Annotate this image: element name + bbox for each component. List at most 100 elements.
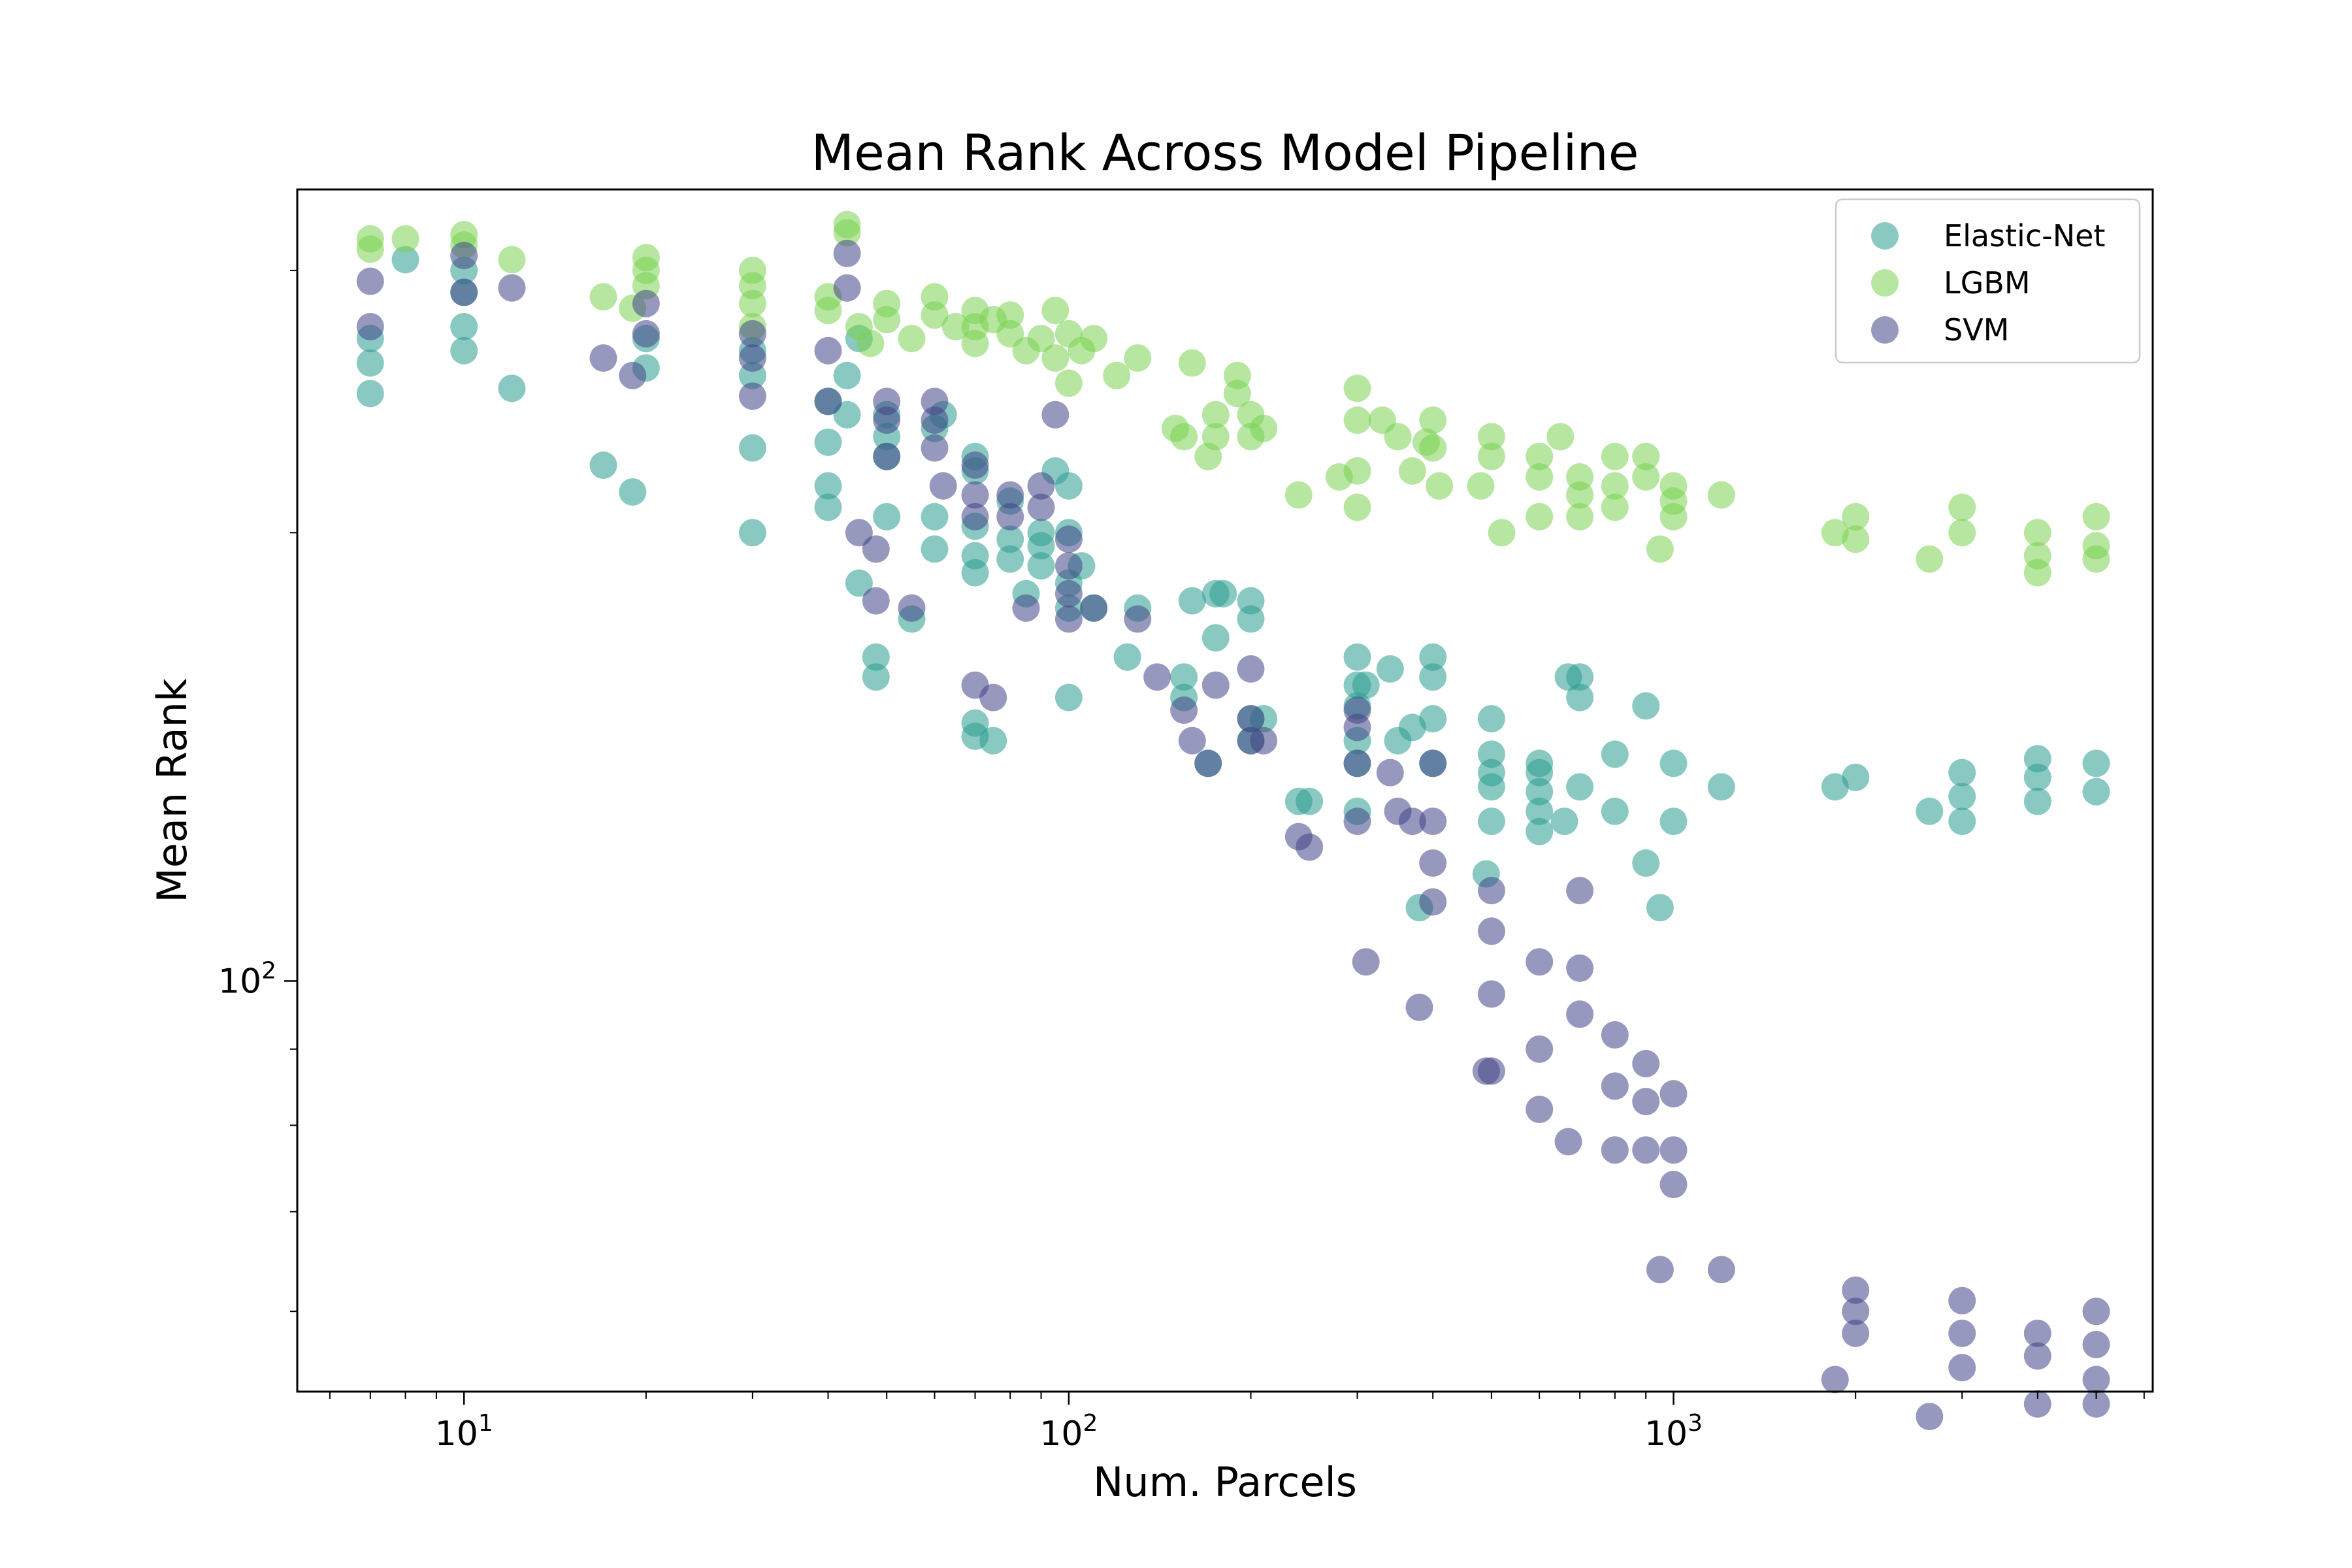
point-lgbm-13: [738, 289, 766, 318]
point-lgbm-45: [1178, 349, 1206, 377]
point-svm-52: [1250, 727, 1278, 755]
point-svm-96: [1948, 1286, 1976, 1315]
point-elastic-net-30: [873, 502, 901, 531]
point-svm-81: [1601, 1072, 1629, 1100]
point-elastic-net-100: [1526, 817, 1554, 845]
point-svm-32: [996, 481, 1024, 509]
point-lgbm-96: [2023, 559, 2051, 587]
point-elastic-net-106: [1601, 740, 1629, 768]
point-svm-0: [356, 267, 384, 295]
point-svm-54: [1296, 833, 1324, 861]
point-elastic-net-8: [498, 374, 526, 402]
point-svm-91: [1821, 1365, 1849, 1394]
point-svm-99: [2023, 1319, 2051, 1347]
point-elastic-net-2: [356, 380, 384, 408]
point-lgbm-68: [1477, 423, 1505, 451]
point-lgbm-71: [1526, 442, 1554, 470]
point-svm-22: [898, 594, 926, 622]
point-elastic-net-95: [1477, 808, 1505, 836]
legend-frame: [1835, 198, 2141, 364]
point-lgbm-16: [814, 297, 842, 325]
point-lgbm-87: [1707, 481, 1735, 509]
point-elastic-net-105: [1566, 773, 1594, 801]
point-lgbm-64: [1419, 406, 1447, 434]
point-svm-21: [873, 442, 901, 470]
point-svm-10: [738, 344, 766, 372]
point-svm-3: [450, 278, 478, 306]
point-elastic-net-40: [961, 559, 989, 587]
point-svm-26: [929, 472, 957, 500]
legend-marker-svm: [1871, 316, 1899, 344]
point-svm-40: [1054, 580, 1083, 608]
point-lgbm-1: [356, 235, 384, 263]
point-svm-87: [1659, 1080, 1688, 1108]
point-lgbm-34: [1027, 325, 1055, 353]
point-lgbm-83: [1646, 535, 1674, 563]
point-elastic-net-84: [1398, 713, 1426, 742]
point-lgbm-35: [1041, 297, 1070, 325]
point-svm-4: [498, 274, 526, 302]
point-elastic-net-107: [1601, 797, 1629, 825]
point-svm-86: [1646, 1256, 1674, 1284]
point-elastic-net-115: [1842, 763, 1870, 791]
point-svm-56: [1343, 713, 1371, 742]
point-lgbm-53: [1250, 414, 1278, 442]
point-svm-18: [862, 587, 890, 615]
point-elastic-net-121: [2023, 763, 2051, 791]
point-svm-70: [1477, 917, 1505, 945]
point-elastic-net-19: [814, 472, 842, 500]
point-svm-92: [1842, 1276, 1870, 1304]
plot-area-frame: [296, 188, 2154, 1393]
point-svm-58: [1343, 808, 1371, 836]
point-elastic-net-18: [814, 428, 842, 456]
point-svm-15: [833, 274, 861, 302]
point-elastic-net-56: [1054, 683, 1083, 711]
point-lgbm-5: [498, 246, 526, 274]
point-elastic-net-113: [1707, 773, 1735, 801]
point-svm-42: [1080, 594, 1108, 622]
point-elastic-net-52: [1054, 472, 1083, 500]
point-svm-98: [1948, 1354, 1976, 1382]
point-svm-76: [1554, 1128, 1582, 1156]
point-svm-72: [1477, 1057, 1505, 1085]
chart-title: Mean Rank Across Model Pipeline: [811, 123, 1639, 182]
point-elastic-net-108: [1632, 692, 1660, 720]
point-elastic-net-20: [814, 493, 842, 521]
point-elastic-net-22: [833, 400, 861, 429]
point-lgbm-25: [921, 301, 949, 329]
point-svm-89: [1659, 1171, 1688, 1198]
point-svm-104: [2082, 1365, 2110, 1394]
point-elastic-net-9: [589, 451, 617, 479]
point-elastic-net-45: [996, 525, 1024, 553]
point-lgbm-97: [2082, 502, 2110, 531]
point-lgbm-81: [1632, 442, 1660, 470]
point-lgbm-38: [1054, 369, 1083, 397]
point-elastic-net-124: [2082, 777, 2110, 806]
point-elastic-net-118: [1948, 783, 1976, 811]
point-svm-74: [1526, 1035, 1554, 1063]
point-svm-28: [961, 481, 989, 509]
point-lgbm-18: [833, 219, 861, 247]
point-lgbm-76: [1566, 481, 1594, 509]
point-elastic-net-63: [1178, 587, 1206, 615]
point-lgbm-89: [1842, 502, 1870, 531]
point-elastic-net-59: [1113, 643, 1141, 671]
point-svm-14: [833, 239, 861, 267]
point-lgbm-54: [1284, 481, 1313, 509]
point-svm-31: [979, 683, 1007, 711]
point-svm-37: [1041, 400, 1070, 429]
point-lgbm-73: [1526, 502, 1554, 531]
point-lgbm-70: [1488, 519, 1516, 547]
point-svm-9: [738, 319, 766, 348]
point-elastic-net-91: [1477, 705, 1505, 733]
point-lgbm-47: [1201, 400, 1230, 429]
point-elastic-net-82: [1376, 655, 1404, 683]
point-elastic-net-98: [1526, 777, 1554, 806]
point-elastic-net-112: [1659, 808, 1688, 836]
point-elastic-net-46: [996, 545, 1024, 573]
point-svm-49: [1237, 655, 1265, 683]
point-lgbm-72: [1526, 463, 1554, 491]
point-lgbm-31: [996, 301, 1024, 329]
point-elastic-net-122: [2023, 787, 2051, 815]
point-elastic-net-114: [1821, 773, 1849, 801]
